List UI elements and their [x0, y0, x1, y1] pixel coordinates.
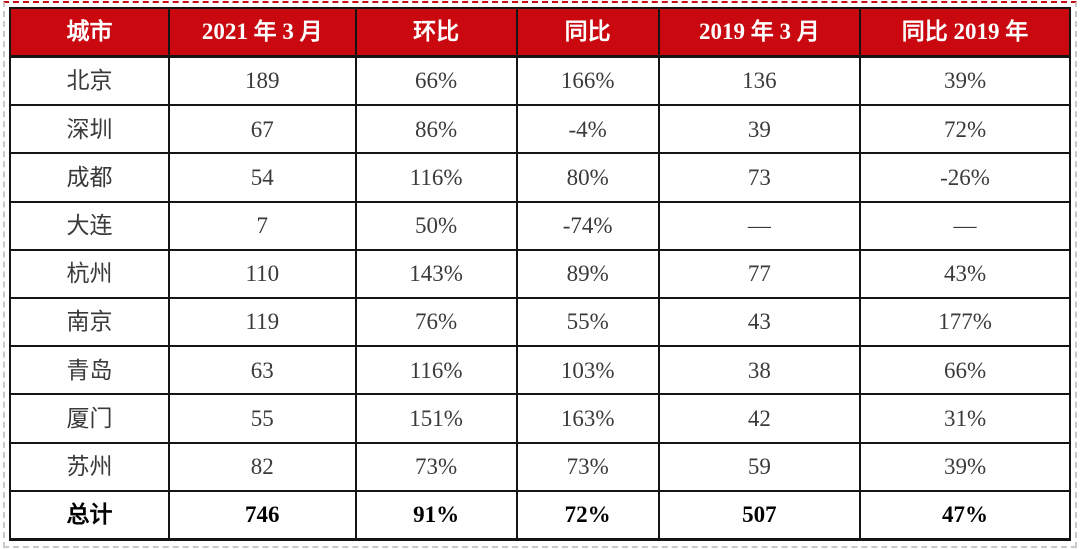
column-header-1: 2021 年 3 月 — [168, 7, 357, 58]
table-cell: 31% — [859, 393, 1071, 444]
table-cell: 73% — [515, 441, 660, 492]
table-cell: 119 — [168, 296, 357, 348]
table-cell: 72% — [859, 104, 1071, 155]
table-cell: 177% — [859, 296, 1071, 348]
table-cell: 38 — [657, 345, 862, 396]
total-cell: 91% — [354, 489, 518, 541]
table-row: 苏州 82 73% 73% 59 39% — [9, 441, 1071, 492]
table-cell: 50% — [354, 200, 518, 251]
table-cell: 76% — [354, 296, 518, 348]
city-stats-table: 城市 2021 年 3 月环比 同比 2019 年 3 月同比 2019 年 北京 18… — [9, 7, 1071, 541]
table-row: 深圳 67 86% -4% 39 72% — [9, 104, 1071, 155]
table-cell: 大连 — [9, 200, 170, 251]
table-cell: 73% — [354, 441, 518, 492]
table-cell: 7 — [168, 200, 357, 251]
table-cell: 南京 — [9, 296, 170, 348]
table-cell: 55% — [515, 296, 660, 348]
table-row: 北京 189 66% 166% 136 39% — [9, 55, 1071, 107]
table-cell: 89% — [515, 248, 660, 299]
table-cell: 厦门 — [9, 393, 170, 444]
column-header-0: 城市 — [9, 7, 170, 58]
total-cell: 总计 — [9, 489, 170, 541]
table-cell: 143% — [354, 248, 518, 299]
table-cell: 66% — [859, 345, 1071, 396]
table-cell: 67 — [168, 104, 357, 155]
table-cell: 39% — [859, 441, 1071, 492]
table-cell: 110 — [168, 248, 357, 299]
table-outer-dashed-frame: 城市 2021 年 3 月环比 同比 2019 年 3 月同比 2019 年 北京 18… — [3, 1, 1077, 548]
table-cell: — — [657, 200, 862, 251]
total-cell: 507 — [657, 489, 862, 541]
table-cell: — — [859, 200, 1071, 251]
table-cell: 59 — [657, 441, 862, 492]
table-cell: -4% — [515, 104, 660, 155]
table-row: 成都 54 116% 80% 73 -26% — [9, 152, 1071, 203]
table-cell: 116% — [354, 152, 518, 203]
table-cell: 151% — [354, 393, 518, 444]
total-cell: 746 — [168, 489, 357, 541]
table-cell: 63 — [168, 345, 357, 396]
total-cell: 47% — [859, 489, 1071, 541]
table-cell: 66% — [354, 55, 518, 107]
table-cell: -26% — [859, 152, 1071, 203]
table-cell: 39% — [859, 55, 1071, 107]
table-cell: 43 — [657, 296, 862, 348]
table-cell: 42 — [657, 393, 862, 444]
table-cell: 189 — [168, 55, 357, 107]
table-cell: 166% — [515, 55, 660, 107]
column-header-5: 同比 2019 年 — [859, 7, 1071, 58]
table-row: 青岛 63 116% 103% 38 66% — [9, 345, 1071, 396]
table-cell: 163% — [515, 393, 660, 444]
column-header-3: 同比 — [515, 7, 660, 58]
table-cell: 39 — [657, 104, 862, 155]
table-cell: 80% — [515, 152, 660, 203]
table-cell: 77 — [657, 248, 862, 299]
table-cell: 43% — [859, 248, 1071, 299]
header-row: 城市 2021 年 3 月环比 同比 2019 年 3 月同比 2019 年 — [9, 7, 1071, 58]
table-cell: 136 — [657, 55, 862, 107]
table-cell: 86% — [354, 104, 518, 155]
table-cell: 青岛 — [9, 345, 170, 396]
table-row: 南京 119 76% 55% 43 177% — [9, 296, 1071, 348]
table-cell: 深圳 — [9, 104, 170, 155]
table-cell: 55 — [168, 393, 357, 444]
table-cell: 杭州 — [9, 248, 170, 299]
total-cell: 72% — [515, 489, 660, 541]
table-cell: -74% — [515, 200, 660, 251]
table-body: 北京 189 66% 166% 136 39% 深圳 67 86% -4% 39 72% 成都 54 116… — [9, 55, 1071, 541]
total-row: 总计 746 91% 72% 507 47% — [9, 489, 1071, 541]
table-cell: 苏州 — [9, 441, 170, 492]
column-header-4: 2019 年 3 月 — [657, 7, 862, 58]
table-cell: 北京 — [9, 55, 170, 107]
table-cell: 82 — [168, 441, 357, 492]
table-row: 杭州 110 143% 89% 77 43% — [9, 248, 1071, 299]
table-row: 厦门 55 151% 163% 42 31% — [9, 393, 1071, 444]
table-cell: 116% — [354, 345, 518, 396]
table-cell: 73 — [657, 152, 862, 203]
column-header-2: 环比 — [354, 7, 518, 58]
table-cell: 成都 — [9, 152, 170, 203]
table-row: 大连 7 50% -74% — — — [9, 200, 1071, 251]
table-cell: 103% — [515, 345, 660, 396]
table-cell: 54 — [168, 152, 357, 203]
